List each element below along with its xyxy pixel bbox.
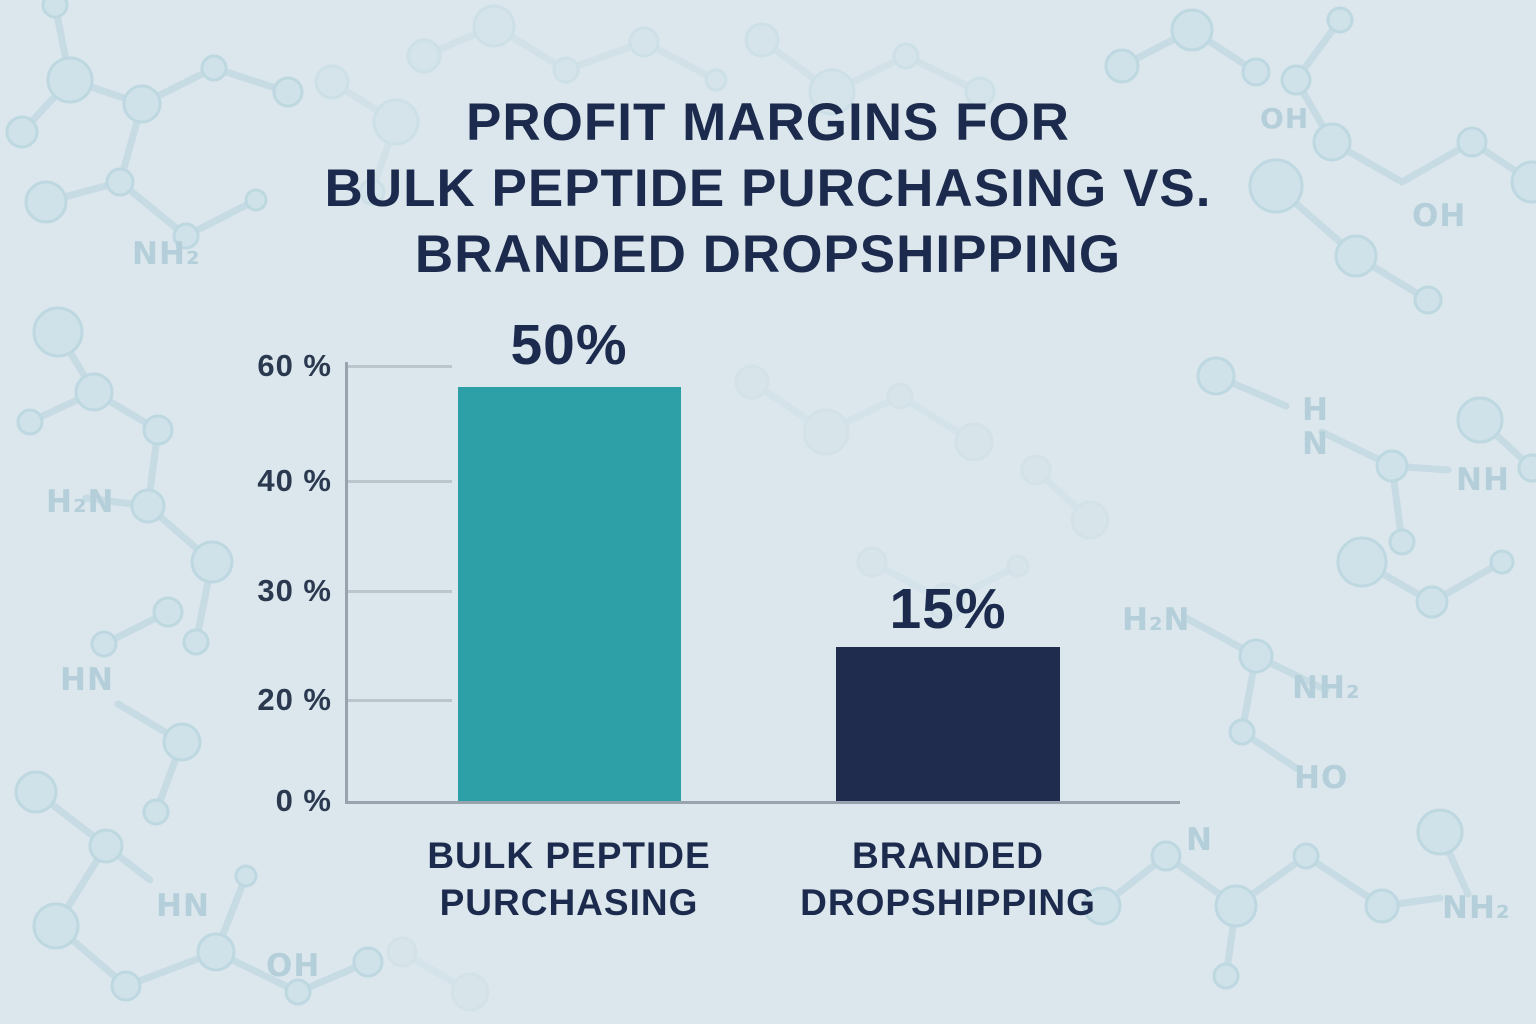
y-tick-label: 0 % <box>275 783 332 818</box>
category-label-line: BULK PEPTIDE <box>427 835 711 876</box>
chem-formula-label: OH <box>1260 102 1310 135</box>
molecule-decoration-bottom-center <box>386 936 490 1012</box>
x-axis-line <box>345 801 1180 804</box>
molecule-decoration-top-left-2 <box>314 64 420 206</box>
chem-formula-label: NH <box>1456 462 1510 498</box>
chem-formula-label: NH₂ <box>132 236 201 272</box>
molecule-decoration-right-lower <box>1182 536 1515 772</box>
chem-formula-label: OH <box>266 948 321 984</box>
molecule-decoration-top-center <box>406 4 728 92</box>
value-label-branded: 15% <box>889 577 1007 641</box>
category-label-line: DROPSHIPPING <box>800 882 1096 923</box>
chem-formula-label: HO <box>1294 760 1349 796</box>
molecule-decoration-center-2 <box>856 454 1110 622</box>
chem-formula-label: NH₂ <box>1442 890 1511 926</box>
chart-title: PROFIT MARGINS FOR BULK PEPTIDE PURCHASI… <box>0 90 1536 288</box>
molecule-decoration-bottom-left <box>14 770 384 1006</box>
chem-formula-label: N <box>1186 822 1213 858</box>
y-tick-mark <box>348 365 452 368</box>
molecule-decoration-top-left <box>5 0 304 250</box>
molecule-decoration-left-lower <box>90 596 202 826</box>
y-tick-mark <box>348 480 452 483</box>
molecule-decoration-right-upper <box>1248 6 1536 315</box>
molecule-decoration-top-right <box>1104 8 1271 87</box>
chem-formula-label: N <box>1302 426 1329 462</box>
category-label-branded: BRANDED DROPSHIPPING <box>773 832 1123 926</box>
y-tick-mark <box>348 590 452 593</box>
chem-formula-label: OH <box>1412 198 1467 234</box>
y-tick-label: 30 % <box>257 573 332 608</box>
chart-title-line: BULK PEPTIDE PURCHASING VS. <box>324 159 1212 218</box>
y-tick-label: 40 % <box>257 463 332 498</box>
chart-title-line: BRANDED DROPSHIPPING <box>414 225 1122 284</box>
value-label-bulk-peptide: 50% <box>510 313 628 377</box>
category-label-line: PURCHASING <box>439 882 699 923</box>
chart-title-line: PROFIT MARGINS FOR <box>466 93 1070 152</box>
molecule-decoration-bottom-right <box>1082 808 1472 990</box>
chem-formula-label: H₂N <box>1122 602 1191 638</box>
chem-formula-label: HN <box>156 888 210 924</box>
y-tick-mark <box>348 699 452 702</box>
bar-bulk-peptide-purchasing <box>458 387 681 801</box>
category-label-bulk-peptide: BULK PEPTIDE PURCHASING <box>394 832 744 926</box>
bar-branded-dropshipping <box>836 647 1060 801</box>
molecule-decoration-center <box>734 364 994 462</box>
chem-formula-label: NH₂ <box>1292 670 1361 706</box>
chem-formula-label: H <box>1302 392 1329 428</box>
molecule-decoration-right-middle <box>1196 356 1536 556</box>
chem-formula-label: HN <box>60 662 114 698</box>
molecule-decoration-left-middle <box>16 306 234 656</box>
y-axis-line <box>345 362 348 804</box>
y-tick-label: 20 % <box>257 682 332 717</box>
category-label-line: BRANDED <box>852 835 1044 876</box>
chem-formula-label: H₂N <box>46 484 115 520</box>
y-tick-label: 60 % <box>257 348 332 383</box>
molecule-decoration-top-center-2 <box>744 22 996 116</box>
